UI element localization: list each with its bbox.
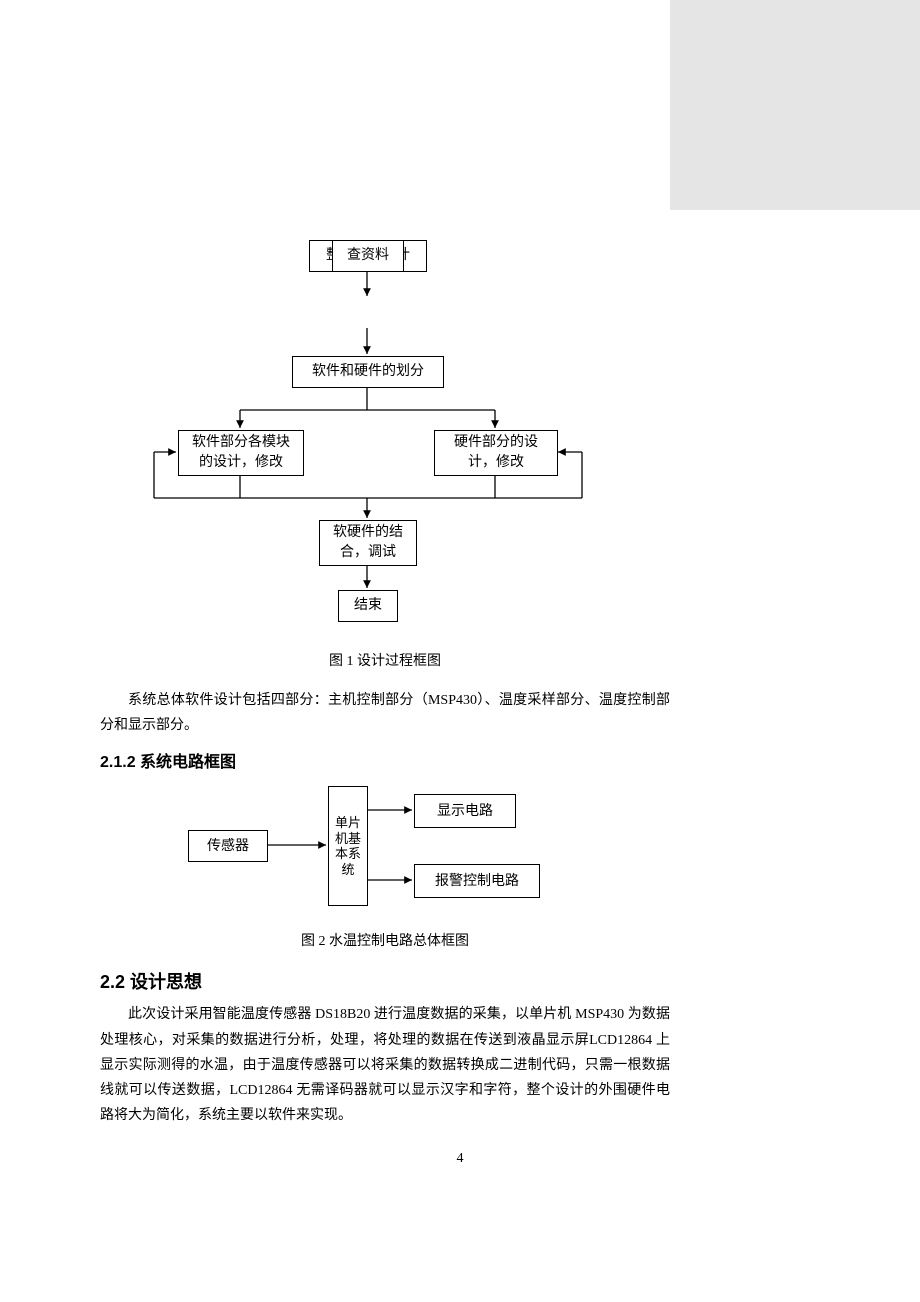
node-label: 显示电路 bbox=[437, 802, 493, 822]
design-process-flowchart: 整体电路设计 查资料 软件和硬件的划分 软件部分各模块的设计，修改 硬件部分的设… bbox=[100, 240, 670, 640]
node-label: 软硬件的结合，调试 bbox=[333, 523, 403, 562]
node-label: 硬件部分的设计，修改 bbox=[454, 433, 538, 472]
node-label: 报警控制电路 bbox=[435, 872, 519, 892]
block-alarm-circuit: 报警控制电路 bbox=[414, 864, 540, 898]
flow-node-software-modules: 软件部分各模块的设计，修改 bbox=[178, 430, 304, 476]
flow-node-sw-hw-division: 软件和硬件的划分 bbox=[292, 356, 444, 388]
node-label: 软件和硬件的划分 bbox=[312, 362, 424, 382]
blockdiagram-arrows bbox=[100, 780, 670, 920]
circuit-block-diagram: 传感器 单片机基本系统 显示电路 报警控制电路 bbox=[100, 780, 670, 920]
block-sensor: 传感器 bbox=[188, 830, 268, 862]
figure1-caption: 图 1 设计过程框图 bbox=[100, 650, 670, 670]
document-page: 整体电路设计 查资料 软件和硬件的划分 软件部分各模块的设计，修改 硬件部分的设… bbox=[0, 0, 920, 1302]
system-software-paragraph: 系统总体软件设计包括四部分：主机控制部分（MSP430）、温度采样部分、温度控制… bbox=[100, 688, 670, 738]
flow-node-research: 查资料 bbox=[332, 240, 404, 272]
node-label: 单片机基本系统 bbox=[331, 815, 365, 877]
flow-node-integrate-debug: 软硬件的结合，调试 bbox=[319, 520, 417, 566]
heading-2-1-2: 2.1.2 系统电路框图 bbox=[100, 748, 670, 772]
figure2-caption: 图 2 水温控制电路总体框图 bbox=[100, 930, 670, 950]
node-label: 传感器 bbox=[207, 837, 249, 857]
flow-node-end: 结束 bbox=[338, 590, 398, 622]
node-label: 结束 bbox=[354, 596, 382, 616]
node-label: 查资料 bbox=[347, 246, 389, 266]
page-content: 整体电路设计 查资料 软件和硬件的划分 软件部分各模块的设计，修改 硬件部分的设… bbox=[100, 240, 670, 1128]
design-idea-paragraph: 此次设计采用智能温度传感器 DS18B20 进行温度数据的采集，以单片机 MSP… bbox=[100, 1002, 670, 1128]
heading-2-2: 2.2 设计思想 bbox=[100, 968, 670, 994]
flow-node-hardware-design: 硬件部分的设计，修改 bbox=[434, 430, 558, 476]
gray-bar bbox=[670, 0, 920, 210]
node-label: 软件部分各模块的设计，修改 bbox=[192, 433, 290, 472]
page-number: 4 bbox=[0, 1151, 920, 1167]
block-display-circuit: 显示电路 bbox=[414, 794, 516, 828]
block-mcu: 单片机基本系统 bbox=[328, 786, 368, 906]
